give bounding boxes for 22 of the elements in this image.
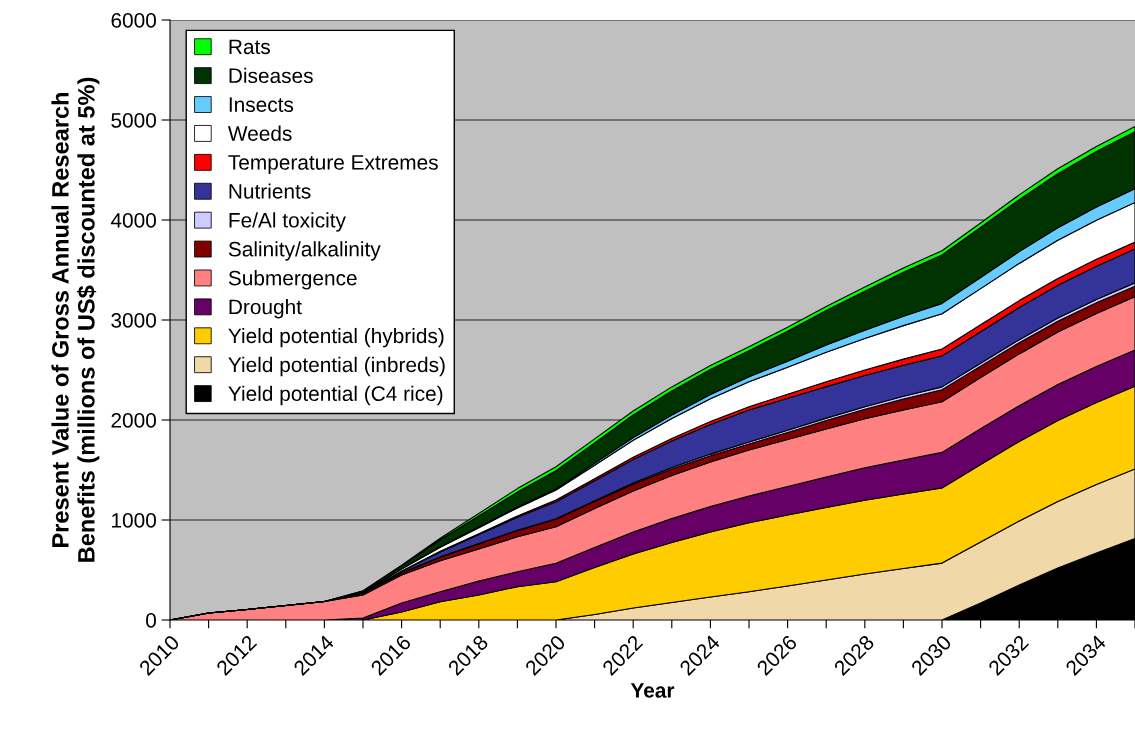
x-axis-title: Year xyxy=(630,683,675,698)
legend-label: Submergence xyxy=(228,270,357,290)
legend-label: Salinity/alkalinity xyxy=(228,241,381,261)
y-axis-title: Present Value of Gross Annual Research Benefits (millions of US$ discounted at 5%) xyxy=(51,77,100,562)
legend-label: Insects xyxy=(229,97,294,112)
y-tick-label: 4000 xyxy=(110,213,156,228)
y-tick-label: 1000 xyxy=(112,513,156,528)
legend-label: Yield potential (C4 rice) xyxy=(228,385,443,406)
legend-label: Weeds xyxy=(227,125,292,141)
legend-label: Diseases xyxy=(229,67,313,84)
y-tick-label: 5000 xyxy=(111,113,156,128)
y-tick-label: 6000 xyxy=(111,13,156,28)
legend-label: Drought xyxy=(229,299,302,319)
y-tick-label: 0 xyxy=(146,613,156,628)
legend-label: Temperature Extremes xyxy=(228,155,438,174)
y-tick-label: 2000 xyxy=(111,413,156,428)
legend-label: Yield potential (hybrids) xyxy=(228,327,444,348)
y-tick-label: 3000 xyxy=(111,313,156,328)
legend-label: Yield potential (inbreds) xyxy=(228,356,445,377)
legend-label: Rats xyxy=(229,39,270,55)
legend-label: Fe/Al toxicity xyxy=(229,212,346,232)
legend-label: Nutrients xyxy=(229,183,311,199)
